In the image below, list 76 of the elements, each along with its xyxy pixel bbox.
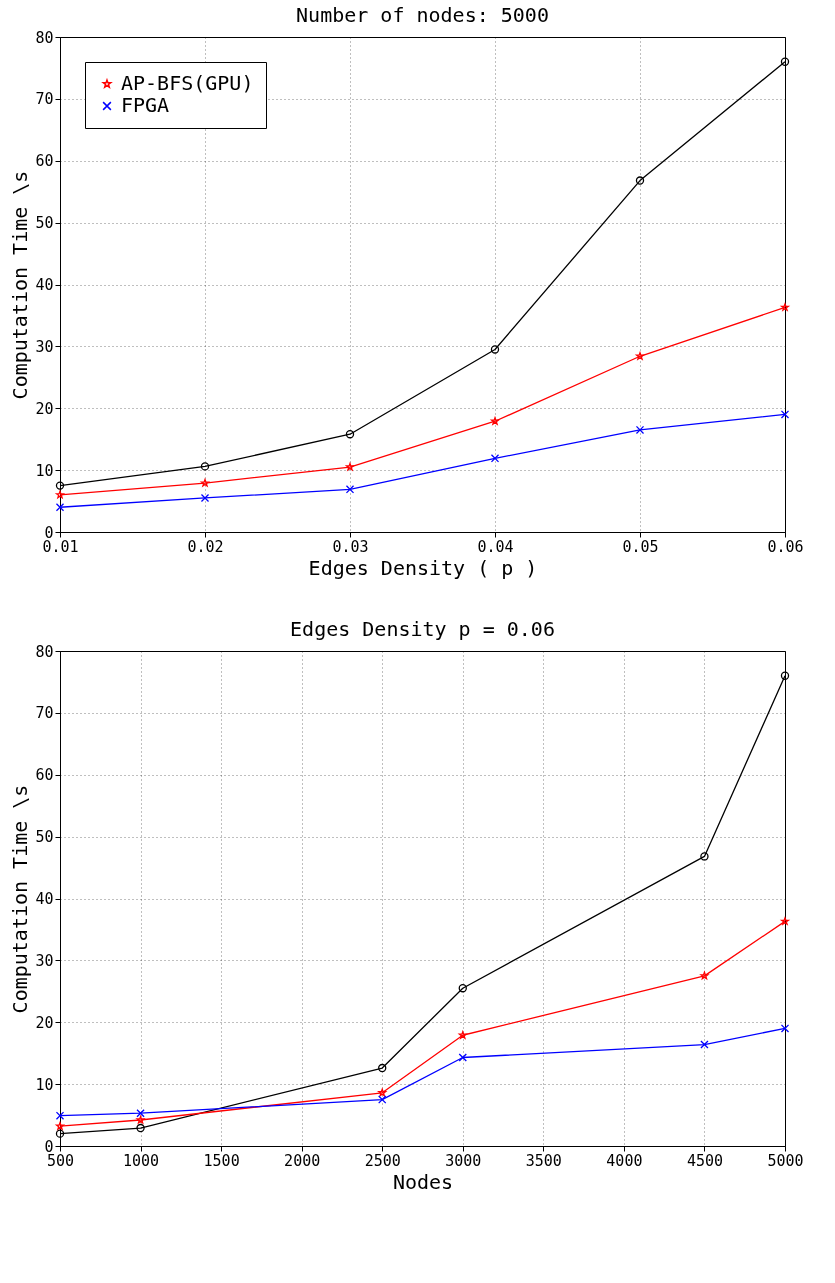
x-tick-label: 0.06 — [767, 537, 804, 556]
y-tick-label: 60 — [35, 766, 54, 785]
chart-title: Number of nodes: 5000 — [296, 3, 549, 27]
point — [700, 1040, 709, 1049]
x-axis-title: Edges Density ( p ) — [308, 555, 538, 580]
y-tick-label: 60 — [35, 152, 54, 171]
point — [780, 671, 790, 680]
point — [458, 1031, 467, 1039]
point — [635, 425, 645, 435]
point — [490, 417, 500, 425]
y-tick-label: 70 — [35, 704, 54, 723]
point — [635, 176, 645, 185]
point — [780, 917, 790, 925]
point — [780, 410, 790, 419]
x-tick-label: 0.05 — [622, 537, 659, 556]
y-tick-label: 40 — [35, 890, 54, 908]
x-tick-label: 3500 — [525, 1151, 562, 1170]
x-tick-label: 3000 — [445, 1151, 482, 1170]
y-tick-label: 40 — [35, 276, 54, 294]
point — [136, 1109, 145, 1118]
point — [635, 352, 645, 360]
point — [780, 57, 790, 66]
x-tick-label: 1000 — [122, 1151, 160, 1170]
point — [378, 1063, 387, 1073]
point — [55, 1111, 65, 1120]
y-tick-label: 10 — [35, 461, 54, 480]
y-axis-title: Computation Time \s — [8, 784, 33, 1014]
point — [345, 462, 355, 471]
x-tick-label: 1500 — [203, 1151, 240, 1170]
point — [200, 493, 210, 503]
point — [55, 503, 65, 512]
x-axis-title: Nodes — [392, 1169, 454, 1194]
x-tick-label: 0.03 — [332, 537, 369, 556]
point — [378, 1088, 387, 1097]
y-tick-label: 20 — [35, 1013, 54, 1032]
point — [200, 462, 210, 471]
y-tick-label: 30 — [35, 951, 54, 970]
y-tick-label: 50 — [35, 828, 54, 847]
point — [700, 971, 709, 980]
point — [780, 303, 790, 311]
x-tick-label: 4000 — [606, 1151, 643, 1170]
y-tick-label: 10 — [35, 1075, 54, 1094]
x-tick-label: 500 — [46, 1151, 75, 1170]
point — [200, 478, 210, 487]
point — [55, 481, 65, 490]
y-tick-label: 80 — [35, 642, 54, 661]
chart-title: Edges Density p = 0.06 — [290, 617, 555, 641]
legend-label: AP-BFS(GPU) — [121, 71, 254, 95]
y-tick-label: 70 — [35, 90, 54, 109]
x-tick-label: 0.02 — [187, 537, 224, 556]
x-tick-label: 0.01 — [42, 537, 79, 556]
legend-label: FPGA — [121, 93, 170, 117]
point — [136, 1115, 145, 1124]
y-tick-label: 50 — [35, 214, 54, 233]
point — [490, 454, 500, 463]
point — [55, 1122, 65, 1130]
point — [378, 1095, 387, 1104]
point — [345, 485, 355, 494]
point — [780, 1024, 790, 1033]
point — [345, 430, 355, 439]
point — [458, 1053, 467, 1062]
y-tick-label: 20 — [35, 399, 54, 418]
x-tick-label: 2500 — [364, 1151, 401, 1170]
point — [458, 984, 467, 993]
x-tick-label: 5000 — [767, 1151, 804, 1170]
point — [700, 852, 709, 861]
x-tick-label: 4500 — [686, 1151, 724, 1170]
y-tick-label: 80 — [35, 28, 54, 47]
point — [136, 1123, 145, 1133]
x-tick-label: 2000 — [284, 1151, 321, 1170]
y-tick-label: 30 — [35, 337, 54, 356]
y-axis-title: Computation Time \s — [8, 170, 33, 400]
point — [490, 345, 500, 354]
point — [55, 1129, 65, 1138]
point — [55, 490, 65, 499]
x-tick-label: 0.04 — [477, 537, 514, 556]
